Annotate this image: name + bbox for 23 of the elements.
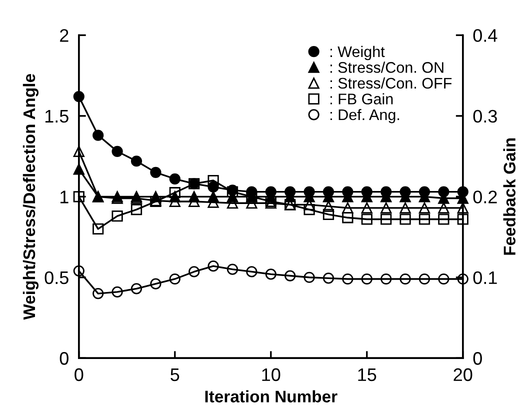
y2-tick-label: 0.1 [473,271,497,284]
y2-tick-label: 0 [473,352,482,365]
y-tick-label: 0.5 [44,271,68,284]
y2-tick-label: 0.2 [473,190,497,204]
y2-tick-label: 0.4 [473,29,498,42]
x-tick-label: 20 [454,368,472,382]
x-axis-title: Iteration Number [205,390,338,402]
y-tick-label: 1 [60,190,68,204]
legend-label: : Def. Ang. [330,108,400,124]
y-tick-label: 2 [60,29,68,42]
y-tick-label: 0 [60,352,68,365]
x-tick-label: 10 [262,368,280,382]
legend-label: : Weight [330,46,385,60]
legend-label: : Stress/Con. OFF [330,77,452,89]
y-tick-label: 1.5 [45,110,68,123]
legend-label: : Stress/Con. ON [330,62,444,73]
x-tick-label: 5 [170,368,180,382]
y-axis-title: Weight/Stress/Deflection Angle [22,74,39,320]
x-tick-label: 0 [74,368,84,382]
y2-tick-label: 0.3 [473,110,497,123]
y2-axis-title: Feedback Gain [503,138,516,255]
legend-label: : FB Gain [330,93,393,104]
x-tick-label: 15 [358,368,376,382]
